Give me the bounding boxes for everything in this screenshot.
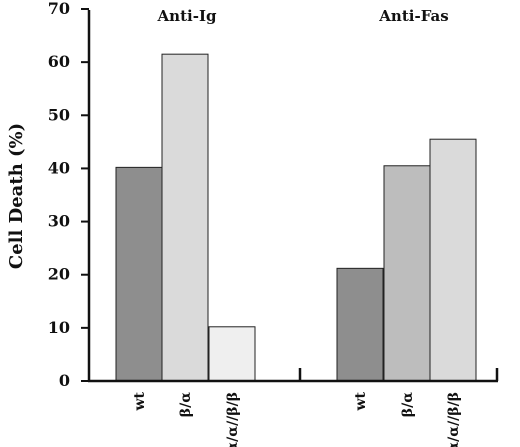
- axes: [87, 10, 499, 383]
- bar: [429, 138, 477, 382]
- y-axis-ticks: 0 10 20 30 40 50 60 70: [48, 0, 89, 390]
- y-tick-label: 30: [48, 212, 70, 231]
- y-tick-label: 0: [59, 371, 70, 390]
- y-tick-label: 40: [48, 158, 70, 177]
- y-tick-label: 60: [48, 52, 70, 71]
- category-label: β/α: [400, 392, 416, 417]
- bars: [115, 53, 477, 382]
- group-title: Anti-Fas: [378, 7, 448, 25]
- bar: [208, 326, 256, 382]
- labels: Anti-Ig wt β/α α/α//β/β Anti-Fas wt β/α α/α//β/…: [132, 7, 462, 447]
- y-tick-label: 70: [48, 0, 70, 18]
- y-tick-label: 20: [48, 265, 70, 284]
- bar: [115, 166, 163, 382]
- bar: [383, 165, 431, 382]
- category-label: wt: [353, 391, 369, 411]
- category-label: α/α//β/β: [446, 392, 462, 447]
- bar: [161, 53, 209, 382]
- category-label: α/α//β/β: [225, 392, 241, 447]
- category-label: β/α: [178, 392, 194, 417]
- y-tick-label: 10: [48, 318, 70, 337]
- group-title: Anti-Ig: [157, 7, 217, 25]
- y-axis-label: Cell Death (%): [6, 123, 27, 269]
- bar: [336, 267, 384, 382]
- y-tick-label: 50: [48, 105, 70, 124]
- category-label: wt: [132, 391, 148, 411]
